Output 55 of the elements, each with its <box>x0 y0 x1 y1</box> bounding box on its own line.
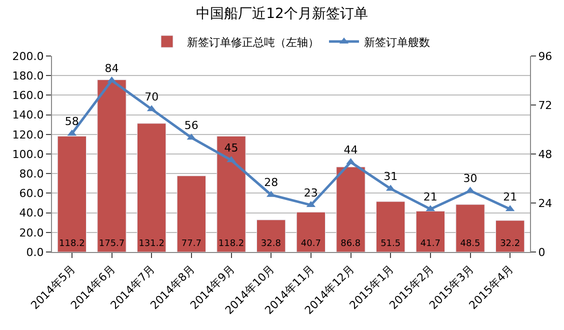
y-tick-label: 0.0 <box>26 246 44 259</box>
chart-title: 中国船厂近12个月新签订单 <box>196 6 368 22</box>
y2-tick-label: 24 <box>538 196 552 210</box>
bar <box>495 220 525 252</box>
data-label: 51.5 <box>380 239 401 249</box>
bar <box>456 204 485 252</box>
data-label: 32.2 <box>500 239 520 249</box>
y-tick-label: 160.0 <box>12 89 44 102</box>
data-label: 30 <box>463 172 478 185</box>
bar <box>416 210 446 252</box>
bar <box>256 220 286 252</box>
bar <box>216 136 246 252</box>
y-tick-label: 20.0 <box>19 226 44 240</box>
data-label: 48.5 <box>460 239 480 249</box>
y-tick-label: 40.0 <box>19 206 44 220</box>
bar <box>336 166 366 252</box>
y2-tick-label: 72 <box>538 98 552 112</box>
y2-tick-label: 48 <box>538 148 552 161</box>
data-label: 44 <box>344 143 358 156</box>
bar <box>376 201 406 252</box>
data-label: 56 <box>184 118 198 132</box>
data-label: 118.2 <box>218 239 244 249</box>
data-label: 40.7 <box>300 239 321 249</box>
y-tick-label: 80.0 <box>19 167 44 180</box>
data-label: 23 <box>304 186 318 200</box>
data-label: 21 <box>503 190 518 204</box>
y-tick-label: 60.0 <box>19 187 44 200</box>
bar <box>176 176 206 252</box>
data-label: 21 <box>423 190 438 204</box>
legend-label: 新签订单艘数 <box>364 36 430 49</box>
y-tick-label: 120.0 <box>12 128 44 142</box>
y-tick-label: 100.0 <box>12 148 44 161</box>
data-label: 131.2 <box>138 239 164 249</box>
data-label: 77.7 <box>181 239 202 249</box>
bar <box>57 136 87 252</box>
data-label: 84 <box>104 62 119 75</box>
data-label: 175.7 <box>98 239 125 249</box>
data-label: 41.7 <box>420 239 440 249</box>
y-tick-label: 140.0 <box>12 108 44 122</box>
y-tick-label: 180.0 <box>12 69 44 82</box>
y-tick-label: 200.0 <box>12 50 44 63</box>
data-label: 86.8 <box>340 239 361 249</box>
legend-label: 新签订单修正总吨（左轴） <box>187 36 319 49</box>
data-label: 118.2 <box>59 239 85 249</box>
bar <box>136 123 166 252</box>
data-label: 70 <box>144 90 159 104</box>
y2-tick-label: 0 <box>538 246 546 259</box>
data-label: 32.8 <box>260 239 282 249</box>
data-label: 28 <box>264 176 278 190</box>
data-label: 58 <box>64 114 79 128</box>
data-label: 31 <box>384 170 398 183</box>
data-label: 45 <box>224 141 238 154</box>
bar <box>296 212 326 252</box>
y2-tick-label: 96 <box>538 50 552 63</box>
bar <box>97 80 126 252</box>
